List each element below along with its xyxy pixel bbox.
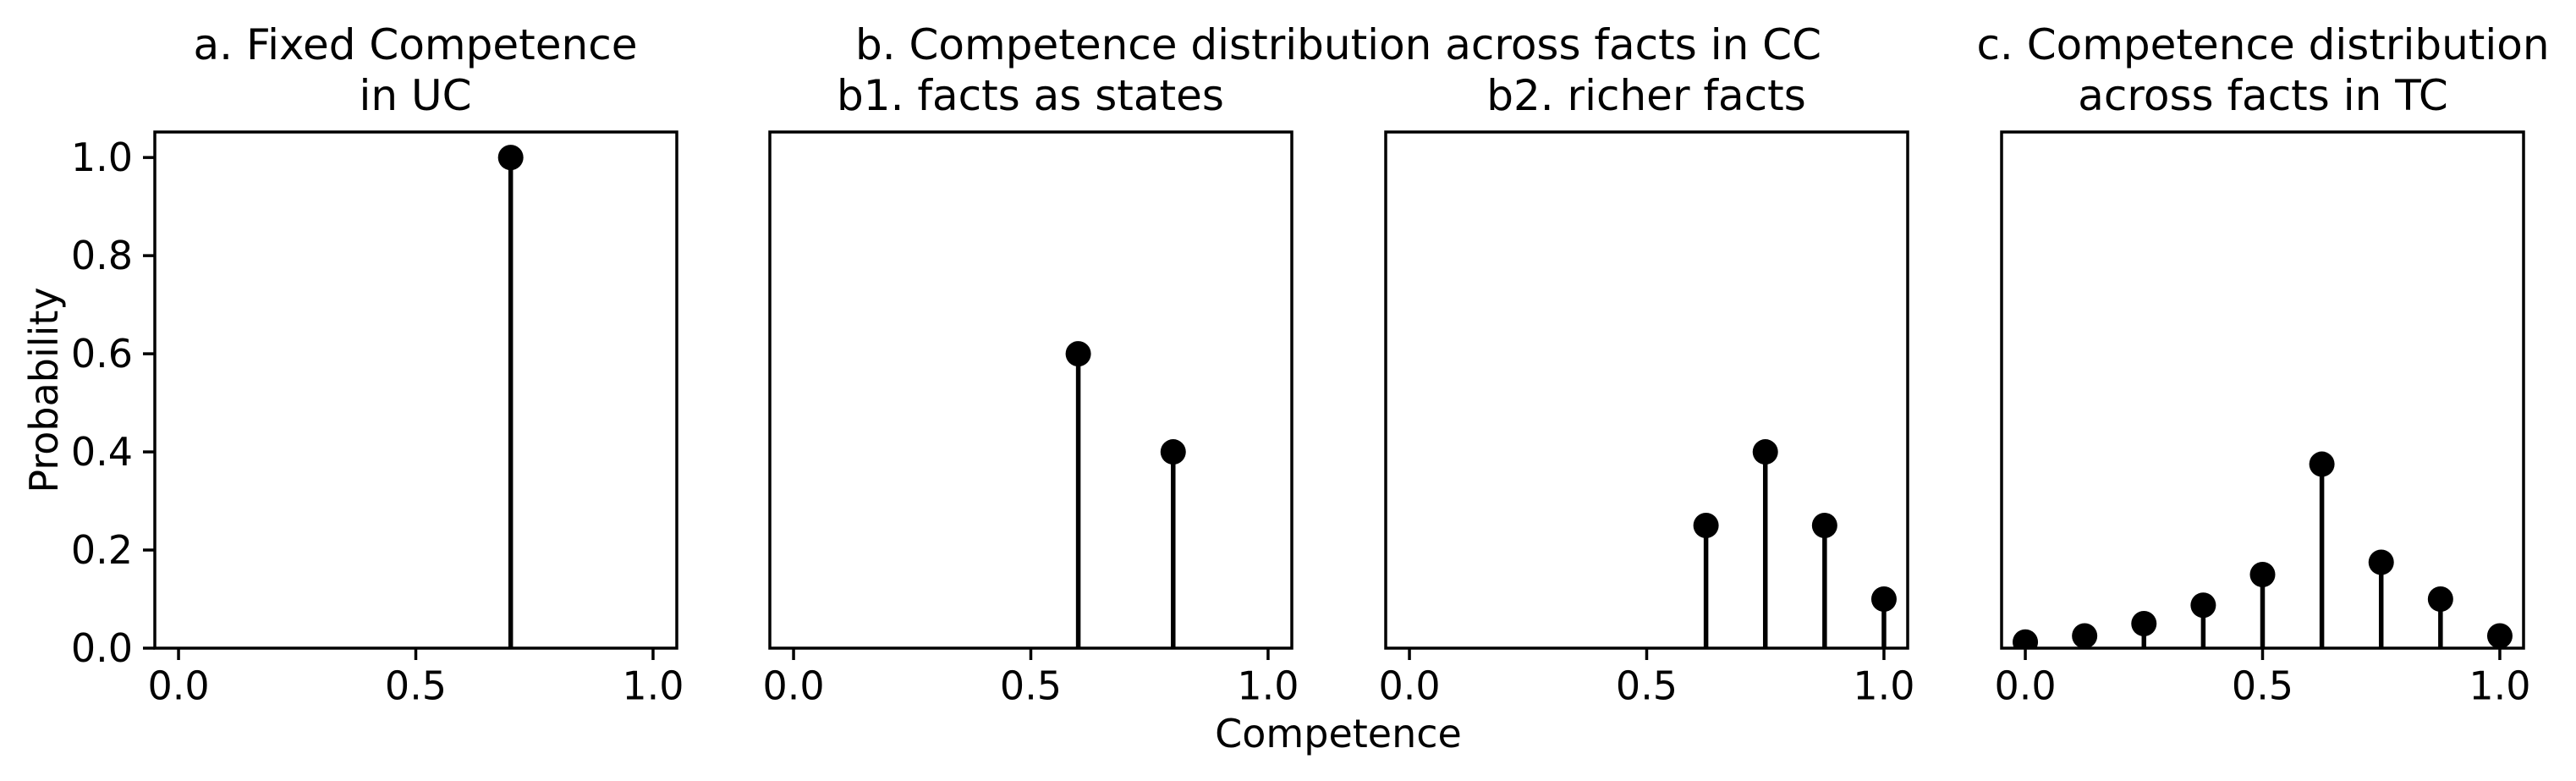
- x-tick-label: 0.5: [2232, 663, 2293, 708]
- stems-a: [497, 145, 524, 648]
- x-tick-label: 0.0: [762, 663, 824, 708]
- panel-a-title-line1: a. Fixed Competence: [193, 20, 638, 69]
- stem-marker: [2427, 586, 2453, 613]
- y-axis-label: Probability: [21, 287, 67, 493]
- stem-marker: [1160, 439, 1186, 465]
- y-tick-label: 0.2: [71, 527, 133, 573]
- y-tick-label: 1.0: [71, 135, 133, 180]
- panel-a: 0.0 0.5 1.0 0.0 0.2 0.4 0.6 0.8 1.0: [71, 130, 684, 708]
- x-tick-label: 1.0: [1237, 663, 1299, 708]
- stem-marker: [2131, 611, 2157, 637]
- x-tick-label: 1.0: [2469, 663, 2530, 708]
- panel-b1: 0.0 0.5 1.0: [762, 130, 1299, 708]
- panel-c-title-line1: c. Competence distribution: [1976, 20, 2550, 69]
- stem-marker: [2486, 623, 2513, 648]
- y-tick-label: 0.0: [71, 625, 133, 671]
- stems-c: [2013, 451, 2513, 648]
- panel-c-title-line2: across facts in TC: [2078, 71, 2448, 120]
- x-tick-label: 1.0: [622, 663, 684, 708]
- y-tick-label: 0.8: [71, 233, 133, 278]
- x-axis-label: Competence: [1215, 711, 1462, 756]
- x-tick-label: 1.0: [1853, 663, 1914, 708]
- axes-box: [153, 130, 678, 650]
- panel-b2-title: b2. richer facts: [1486, 71, 1806, 120]
- panel-b1-title: b1. facts as states: [837, 71, 1224, 120]
- panel-a-title-line2: in UC: [359, 71, 472, 120]
- axes-box: [768, 130, 1293, 650]
- stem-marker: [1693, 513, 1719, 539]
- stem-marker: [2249, 562, 2276, 588]
- panel-b2: 0.0 0.5 1.0: [1378, 130, 1915, 708]
- x-tick-label: 0.0: [1994, 663, 2056, 708]
- stem-marker: [2368, 549, 2394, 575]
- x-tick-label: 0.0: [1378, 663, 1440, 708]
- x-tick-label: 0.5: [1000, 663, 1062, 708]
- stems-b1: [1065, 341, 1186, 648]
- panel-c: 0.0 0.5 1.0: [1994, 130, 2531, 708]
- x-tick-label: 0.0: [147, 663, 209, 708]
- stem-marker: [2013, 629, 2039, 648]
- stem-marker: [1065, 341, 1091, 367]
- stem-marker: [2309, 451, 2335, 477]
- stem-marker: [1752, 439, 1778, 465]
- panel-b-group-title: b. Competence distribution across facts …: [854, 20, 1822, 69]
- stems-b2: [1693, 439, 1897, 648]
- x-tick-label: 0.5: [385, 663, 447, 708]
- stem-marker: [2190, 592, 2216, 619]
- stem-marker: [1811, 513, 1837, 539]
- stem-marker: [1870, 586, 1897, 613]
- y-tick-label: 0.4: [71, 429, 133, 475]
- y-tick-label: 0.6: [71, 331, 133, 377]
- stem-marker: [2072, 623, 2098, 648]
- axes-box: [1384, 130, 1909, 650]
- x-tick-label: 0.5: [1616, 663, 1678, 708]
- stem-marker: [497, 145, 524, 171]
